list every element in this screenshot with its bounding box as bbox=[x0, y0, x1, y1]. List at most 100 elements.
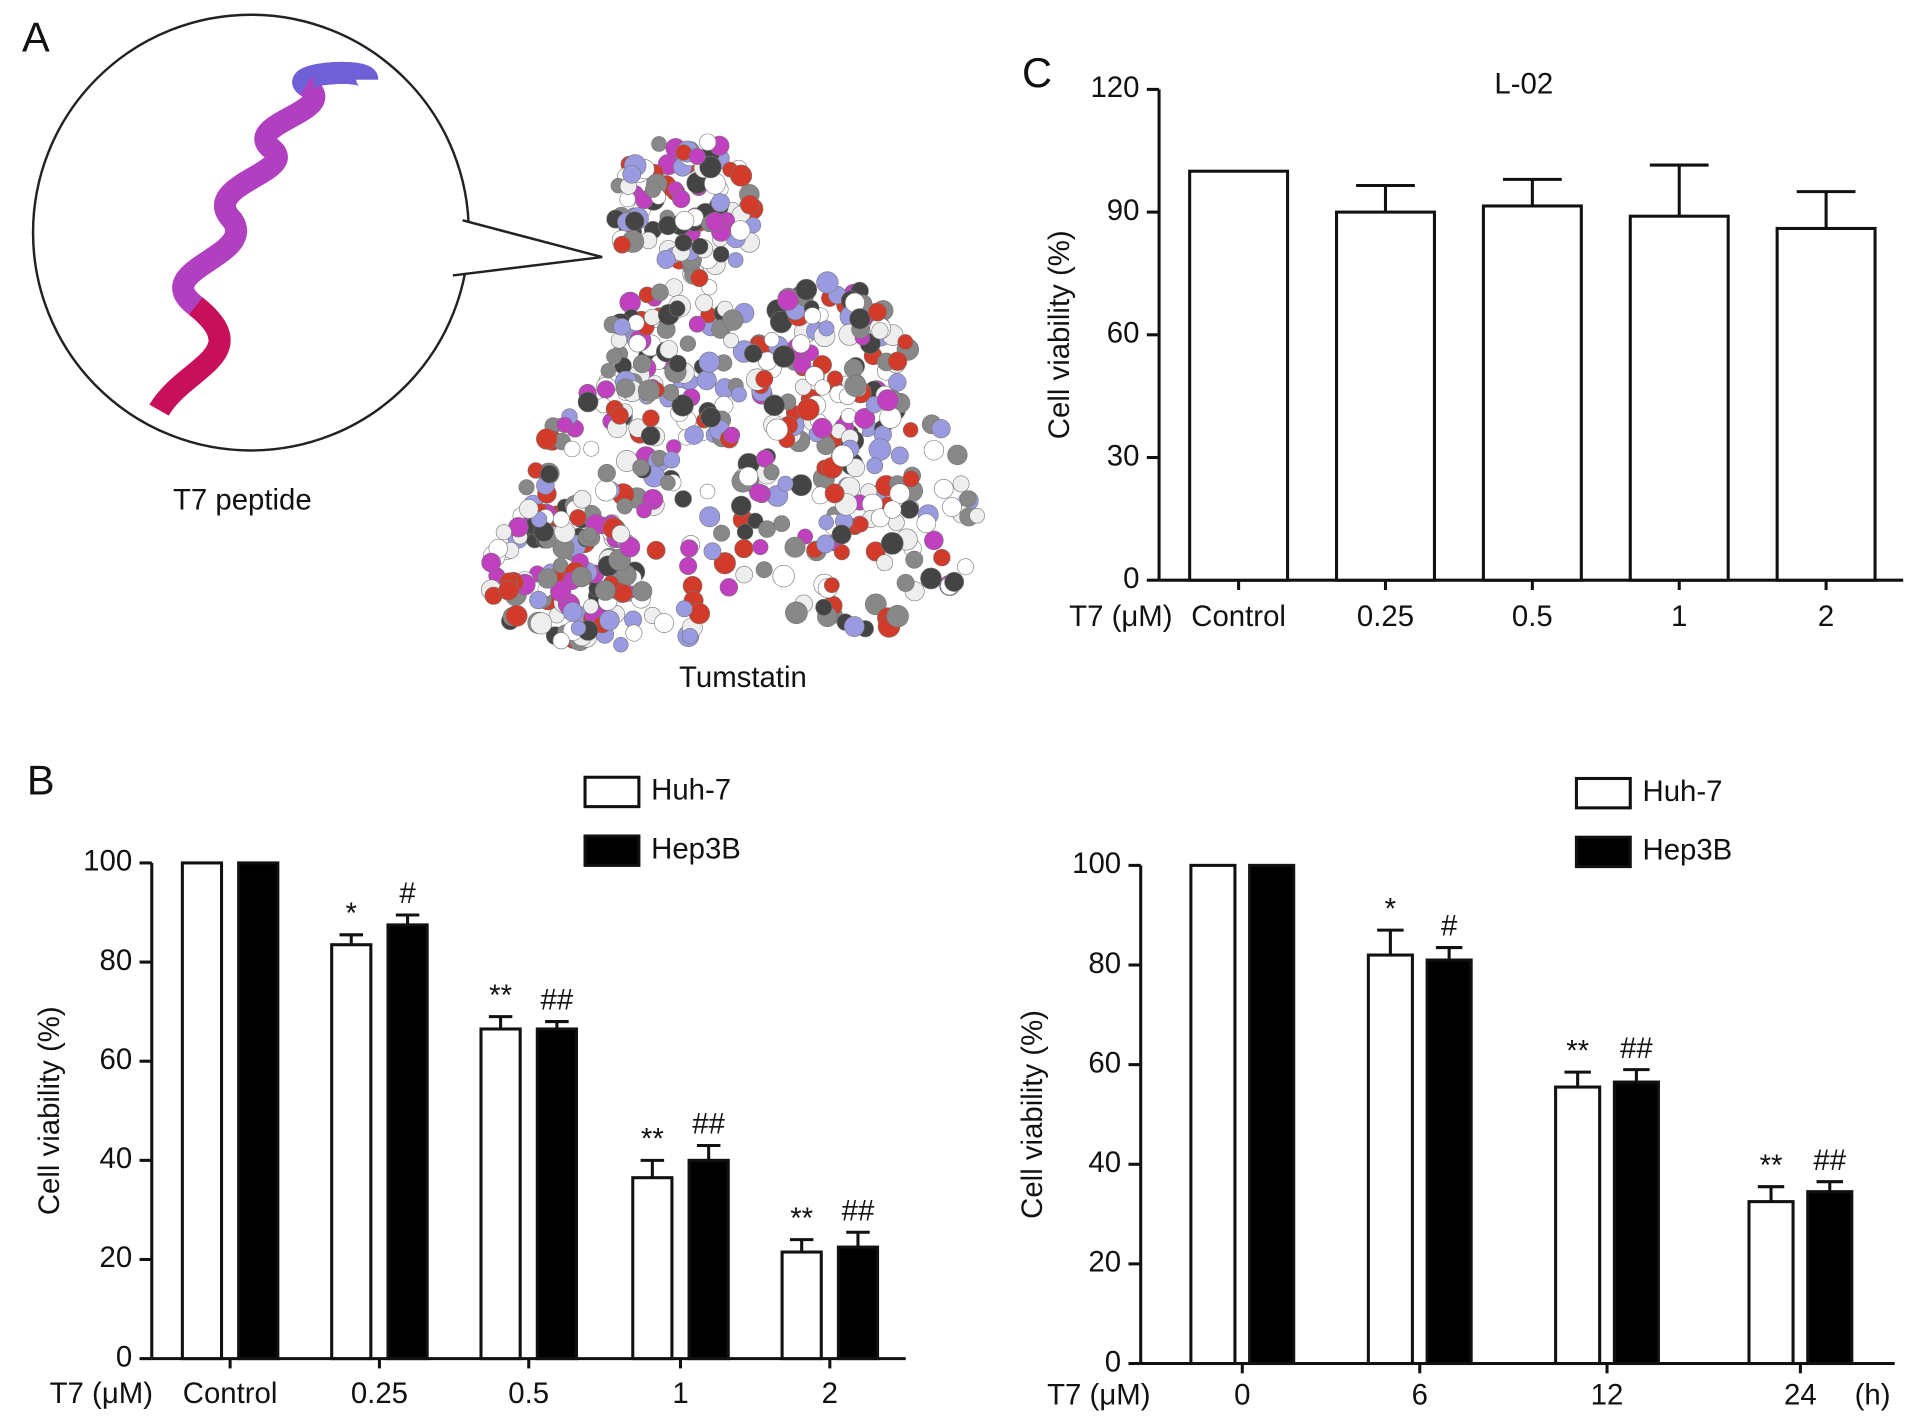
legend-swatch bbox=[583, 834, 641, 867]
atom bbox=[498, 580, 519, 601]
atom bbox=[646, 540, 666, 560]
atom bbox=[668, 300, 686, 317]
y-tick-label: 40 bbox=[100, 1142, 133, 1175]
bar bbox=[687, 1158, 730, 1361]
atom bbox=[794, 378, 812, 396]
y-tick-label: 90 bbox=[1107, 194, 1140, 227]
atom bbox=[537, 568, 558, 589]
y-tick-label: 60 bbox=[100, 1043, 133, 1076]
x-axis-label: T7 (μM) bbox=[50, 1377, 153, 1410]
significance: # bbox=[1441, 910, 1458, 943]
bar bbox=[1554, 1085, 1602, 1366]
atom bbox=[947, 444, 968, 466]
panel-label: A bbox=[22, 13, 50, 60]
bar bbox=[1334, 210, 1436, 582]
zoom-circle bbox=[31, 13, 470, 452]
atom bbox=[816, 534, 835, 554]
significance: * bbox=[346, 897, 357, 930]
error-bar bbox=[1377, 928, 1404, 956]
atom bbox=[811, 417, 833, 439]
atom bbox=[758, 520, 776, 538]
atom bbox=[597, 464, 616, 483]
atom bbox=[749, 483, 768, 502]
atom bbox=[654, 613, 674, 633]
tumstatin-model bbox=[480, 133, 985, 653]
atom bbox=[920, 567, 942, 590]
atom bbox=[700, 406, 722, 428]
error-bar bbox=[1623, 1068, 1650, 1083]
caption: Tumstatin bbox=[679, 661, 807, 694]
atom bbox=[734, 539, 754, 559]
error-bar bbox=[1435, 946, 1463, 961]
atom bbox=[625, 624, 643, 642]
x-axis-label: T7 (μM) bbox=[1047, 1378, 1150, 1411]
bar bbox=[1248, 863, 1296, 1366]
atom bbox=[628, 334, 647, 353]
atom bbox=[519, 499, 539, 519]
bar bbox=[237, 861, 280, 1361]
significance: ## bbox=[1620, 1032, 1653, 1065]
atom bbox=[660, 474, 676, 491]
atom bbox=[613, 318, 631, 336]
legend-label: Huh-7 bbox=[651, 774, 731, 807]
significance: ** bbox=[1566, 1034, 1589, 1067]
atom bbox=[890, 446, 909, 465]
atom bbox=[924, 530, 944, 551]
x-unit: (h) bbox=[1855, 1378, 1891, 1411]
atom bbox=[899, 499, 919, 519]
atom bbox=[773, 515, 791, 532]
atom bbox=[695, 294, 714, 312]
atom bbox=[651, 283, 669, 302]
atom bbox=[824, 483, 845, 504]
atom bbox=[727, 252, 744, 268]
error-bar bbox=[1816, 1180, 1843, 1192]
atom bbox=[952, 475, 970, 493]
x-tick-label: 6 bbox=[1412, 1378, 1428, 1411]
atom bbox=[815, 598, 833, 616]
atom bbox=[530, 612, 553, 635]
atom bbox=[876, 389, 899, 412]
y-tick-label: 80 bbox=[1088, 947, 1121, 980]
significance: ## bbox=[541, 984, 574, 1017]
significance: * bbox=[1385, 892, 1396, 925]
atom bbox=[942, 497, 962, 517]
atom bbox=[755, 370, 774, 388]
atom bbox=[710, 193, 730, 213]
atom bbox=[703, 542, 722, 561]
legend-label: Huh-7 bbox=[1643, 775, 1723, 808]
atom bbox=[777, 475, 794, 492]
caption: T7 peptide bbox=[173, 484, 312, 517]
atom bbox=[763, 464, 780, 481]
atom bbox=[616, 498, 633, 515]
atom bbox=[573, 490, 592, 509]
atom bbox=[831, 444, 854, 468]
atom bbox=[868, 438, 892, 461]
error-bar bbox=[789, 1238, 814, 1253]
atom bbox=[722, 309, 744, 331]
atom bbox=[671, 394, 694, 417]
atom bbox=[632, 581, 653, 602]
atom bbox=[713, 524, 730, 542]
x-tick-label: 0.5 bbox=[1512, 600, 1553, 633]
atom bbox=[944, 572, 965, 592]
panel-a: A T7 peptide Tumstatin bbox=[22, 13, 985, 694]
atom bbox=[902, 470, 920, 488]
y-tick-label: 20 bbox=[1088, 1246, 1121, 1279]
atom bbox=[571, 566, 592, 588]
atom bbox=[563, 440, 581, 458]
error-bar bbox=[395, 913, 420, 925]
atom bbox=[763, 394, 785, 417]
atom bbox=[640, 426, 661, 446]
atom bbox=[688, 315, 706, 333]
atom bbox=[699, 506, 721, 528]
bar bbox=[780, 1250, 823, 1361]
atom bbox=[481, 552, 501, 573]
atom bbox=[740, 195, 760, 215]
atom bbox=[691, 237, 709, 255]
atom bbox=[636, 502, 652, 519]
x-axis-label: T7 (μM) bbox=[1069, 600, 1172, 633]
x-tick-label: 1 bbox=[672, 1377, 688, 1410]
atom bbox=[871, 322, 889, 340]
atom bbox=[599, 610, 620, 631]
atom bbox=[594, 580, 616, 601]
